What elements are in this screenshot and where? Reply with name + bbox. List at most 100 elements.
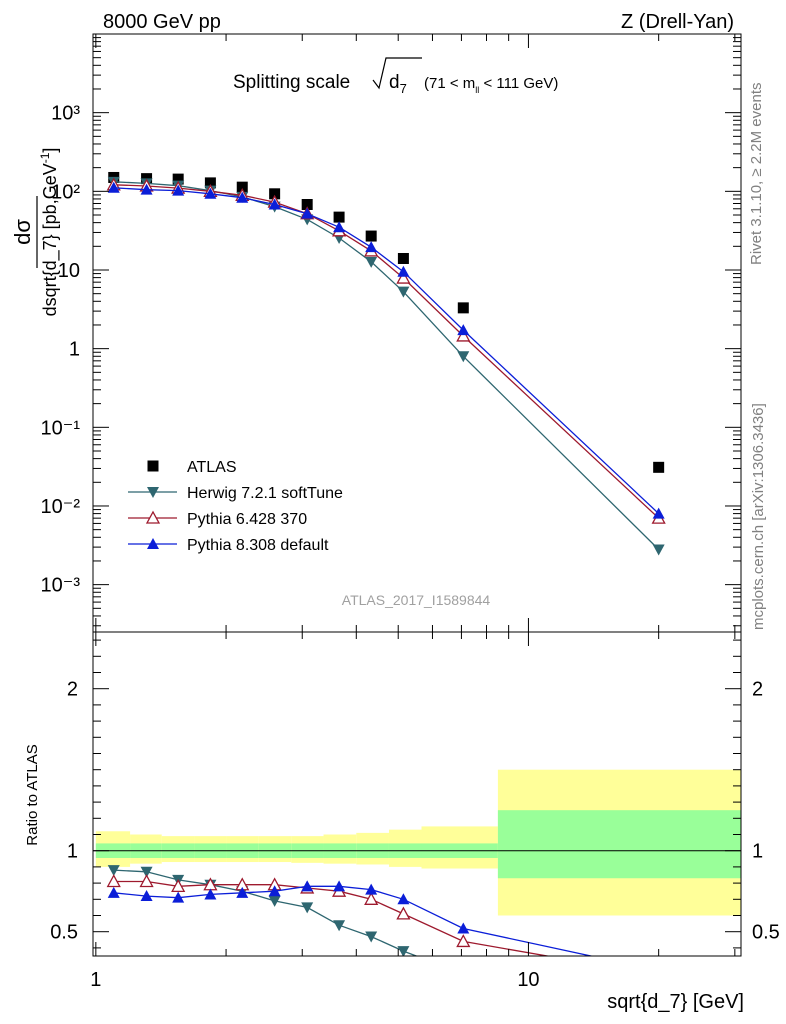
ratio-point bbox=[365, 931, 378, 943]
legend-label: Pythia 8.308 default bbox=[187, 537, 329, 554]
ratio-line bbox=[113, 880, 551, 956]
ratio-point bbox=[301, 880, 314, 892]
ratio-point bbox=[268, 885, 281, 897]
legend-item-atlas: ATLAS bbox=[147, 459, 237, 476]
ratio-frame bbox=[92, 631, 742, 957]
ratio-stat-band bbox=[497, 810, 741, 879]
data-point bbox=[204, 177, 216, 189]
process-label: Z (Drell-Yan) bbox=[621, 11, 734, 33]
data-point bbox=[107, 181, 120, 193]
series-line bbox=[113, 184, 660, 519]
ratio-y-tick-label-right: 2 bbox=[752, 679, 763, 701]
y-tick-label: 10⁻³ bbox=[41, 575, 81, 597]
data-point bbox=[397, 252, 409, 264]
data-point bbox=[301, 199, 313, 211]
ratio-point bbox=[107, 865, 120, 877]
series-line bbox=[113, 187, 660, 515]
x-tick-label: 10 bbox=[517, 969, 539, 991]
ratio-series-herwig-7-2-1-softtune bbox=[107, 865, 469, 980]
data-point bbox=[236, 191, 249, 203]
data-point bbox=[397, 265, 410, 277]
ratio-point bbox=[457, 922, 470, 934]
ratio-point bbox=[365, 883, 378, 895]
ratio-point bbox=[107, 886, 120, 898]
series-line bbox=[113, 181, 660, 550]
ratio-point bbox=[140, 890, 153, 902]
legend-item-pythia-8-308-default: Pythia 8.308 default bbox=[128, 537, 329, 554]
legend-label: Pythia 6.428 370 bbox=[187, 511, 307, 528]
legend-label: Herwig 7.2.1 softTune bbox=[187, 485, 343, 502]
collision-label: 8000 GeV pp bbox=[103, 11, 221, 33]
ratio-y-tick-label: 2 bbox=[67, 679, 78, 701]
sqrt-sign bbox=[372, 57, 422, 90]
data-point bbox=[457, 302, 469, 314]
ratio-point bbox=[653, 965, 665, 976]
svg-text:dsqrt{d_7} [pb,GeV-1]: dsqrt{d_7} [pb,GeV-1] bbox=[38, 148, 61, 317]
ratio-point bbox=[364, 891, 379, 905]
ratio-point bbox=[397, 893, 410, 905]
xlabel: sqrt{d_7} [GeV] bbox=[607, 991, 744, 1013]
data-point bbox=[333, 211, 345, 223]
legend-marker bbox=[145, 510, 161, 524]
ratio-point bbox=[204, 888, 217, 900]
data-point bbox=[301, 207, 314, 219]
ratio-y-tick-label: 0.5 bbox=[50, 922, 78, 944]
data-point bbox=[456, 328, 471, 342]
legend-marker bbox=[147, 460, 159, 472]
data-point bbox=[268, 198, 281, 210]
data-point bbox=[457, 324, 470, 336]
data-point bbox=[140, 183, 153, 195]
ratio-point bbox=[333, 880, 346, 892]
data-point bbox=[397, 286, 410, 298]
legend-label: ATLAS bbox=[187, 459, 237, 476]
ratio-y-tick-label: 1 bbox=[67, 841, 78, 863]
ratio-ylabel: Ratio to ATLAS bbox=[24, 744, 41, 845]
data-point bbox=[457, 351, 470, 363]
data-point bbox=[269, 188, 281, 200]
legend-item-pythia-6-428-370: Pythia 6.428 370 bbox=[128, 510, 307, 528]
data-point bbox=[365, 256, 378, 268]
ratio-point bbox=[236, 886, 249, 898]
ratio-point bbox=[396, 906, 411, 920]
y-tick-label: 10 bbox=[58, 260, 80, 282]
data-point bbox=[365, 241, 378, 253]
mcplots-label: mcplots.cern.ch [arXiv:1306.3436] bbox=[750, 403, 767, 630]
y-tick-label: 1 bbox=[69, 339, 80, 361]
series-pythia-8-308-default bbox=[107, 181, 665, 519]
ratio-y-tick-label-right: 1 bbox=[752, 841, 763, 863]
ratio-series-pythia-8-308-default bbox=[107, 880, 665, 976]
legend-item-herwig-7-2-1-softtune: Herwig 7.2.1 softTune bbox=[128, 485, 343, 502]
ratio-point bbox=[171, 878, 186, 892]
x-tick-label: 1 bbox=[90, 969, 101, 991]
ratio-point bbox=[172, 891, 185, 903]
data-point bbox=[652, 544, 665, 556]
ratio-point bbox=[653, 969, 665, 980]
ratio-point bbox=[268, 895, 281, 907]
legend: ATLAS Herwig 7.2.1 softTune Pythia 6.428 3… bbox=[128, 459, 343, 554]
y-tick-label: 10⁻¹ bbox=[41, 417, 81, 439]
ratio-line bbox=[113, 869, 419, 956]
ratio-point bbox=[301, 902, 314, 914]
data-point bbox=[204, 187, 217, 199]
title-text: Splitting scale bbox=[233, 72, 350, 93]
series-atlas bbox=[108, 171, 665, 473]
data-point bbox=[172, 173, 184, 185]
ratio-point bbox=[139, 874, 154, 888]
ratio-point bbox=[106, 874, 121, 888]
ratio-point bbox=[456, 934, 471, 948]
ratio-line bbox=[113, 885, 595, 956]
legend-marker bbox=[147, 487, 159, 498]
y-tick-label: 10³ bbox=[51, 103, 80, 125]
ratio-point bbox=[457, 969, 469, 980]
y-tick-label: 10² bbox=[51, 181, 80, 203]
y-tick-label: 10⁻² bbox=[41, 496, 81, 518]
data-point bbox=[365, 230, 377, 242]
title-variable: d7 bbox=[389, 72, 407, 96]
title-cut: (71 < mll < 111 GeV) bbox=[424, 75, 558, 95]
data-point bbox=[652, 507, 665, 519]
data-point bbox=[396, 270, 411, 284]
main-panel: 10⁻³ 10⁻² 10⁻¹ 1 10 10² 10³ bbox=[41, 33, 742, 633]
plot-title: Splitting scale d7 (71 < mll < 111 GeV) bbox=[233, 57, 558, 96]
ratio-point bbox=[140, 866, 153, 878]
